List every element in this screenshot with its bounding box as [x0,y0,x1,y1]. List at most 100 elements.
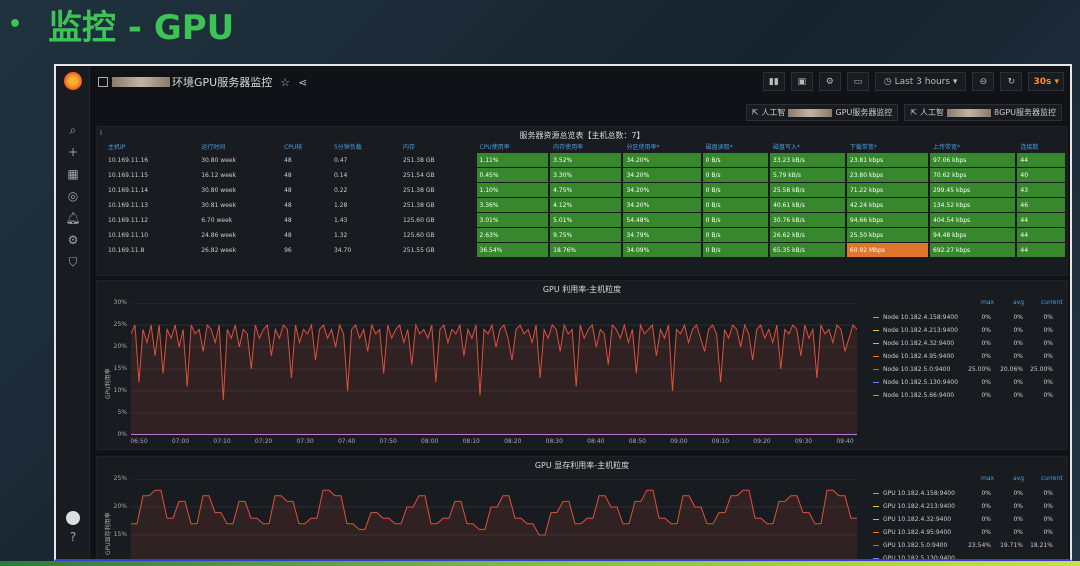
column-header[interactable]: 下载带宽* [849,144,877,151]
legend-value-max: 0% [981,490,991,497]
legend-item[interactable]: Node 10.182.5.0:9400 [873,363,950,375]
legend-value-current: 0% [1043,353,1053,360]
time-picker-button[interactable]: ◷ Last 3 hours ▾ [874,72,967,91]
table-cell: 10.169.11.14 [108,186,149,194]
table-cell: 94.48 kbps [930,228,1016,242]
legend-header-avg[interactable]: avg [1013,299,1025,306]
plus-icon[interactable]: + [67,145,79,159]
gpu-util-legend: max avg current Node 10.182.4.158:9400 0% 0% 0… [873,299,1063,409]
monitor-icon: ▭ [853,76,863,87]
series-line[interactable] [131,323,857,400]
legend-item[interactable]: Node 10.182.5.66:9400 [873,389,954,401]
shield-icon[interactable]: ⛉ [68,255,78,269]
column-header[interactable]: 运行时间 [201,144,226,151]
table-cell: 44 [1017,228,1065,242]
table-row: 10.169.11.8 26.82 week 96 34.70 251.55 GB 36.… [105,243,1065,257]
legend-header-avg[interactable]: avg [1013,475,1025,482]
legend-item[interactable]: Node 10.182.4.158:9400 [873,311,958,323]
legend-header-max[interactable]: max [981,299,995,306]
column-header[interactable]: 内存使用率 [553,144,584,151]
table-row: 10.169.11.10 24.86 week 48 1.32 125.60 GB 2.6… [105,228,1065,242]
legend-header-max[interactable]: max [981,475,995,482]
legend-item[interactable]: GPU 10.182.4.32:9400 [873,513,951,525]
zoom-out-button[interactable]: ⊖ [972,72,995,91]
legend-item[interactable]: Node 10.182.4.213:9400 [873,324,958,336]
column-header[interactable]: 分区使用率* [626,144,660,151]
column-header[interactable]: CPU使用率 [479,144,510,151]
refresh-interval-button[interactable]: 30s ▾ [1028,72,1064,91]
add-panel-button[interactable]: ▮▮ [762,72,785,91]
legend-series-name: Node 10.182.4.95:9400 [883,352,955,360]
grafana-logo-icon[interactable] [64,72,82,90]
legend-swatch [873,394,879,396]
legend-header-current[interactable]: current [1041,475,1063,482]
time-range-label: Last 3 hours [894,76,951,87]
slide-bullet: • [8,11,23,37]
table-cell: 34.09% [623,243,701,257]
column-header[interactable]: 5分钟负载 [333,144,362,151]
help-icon[interactable]: ? [69,530,77,544]
table-cell: 10.169.11.16 [108,156,149,164]
info-icon[interactable]: i [100,129,102,137]
legend-value-max: 0% [981,529,991,536]
star-icon[interactable]: ☆ [280,75,291,89]
table-cell: 0 B/s [702,198,768,212]
avatar[interactable] [66,511,80,525]
series-line[interactable] [131,489,857,536]
table-cell: 10.169.11.13 [108,201,149,209]
table-cell: 65.35 kB/s [770,243,845,257]
dashboard-link-1[interactable]: ⇱ 人工智 GPU服务器监控 [745,104,899,121]
refresh-button[interactable]: ↻ [1000,72,1023,91]
column-header[interactable]: CPU核 [284,144,303,151]
legend-series-name: GPU 10.182.5.0:9400 [883,541,948,549]
table-cell: 48 [284,171,292,179]
table-cell: 125.60 GB [402,216,435,224]
table-cell: 24.86 week [201,231,237,239]
share-icon[interactable]: ⋖ [298,75,308,89]
table-cell: 33.23 kB/s [770,153,845,167]
column-header[interactable]: 主机IP [108,144,126,151]
dashboard-link-2[interactable]: ⇱ 人工智 8GPU服务器监控 [904,104,1062,121]
table-cell: 48 [284,201,292,209]
column-header[interactable]: 磁盘写入* [773,144,801,151]
settings-button[interactable]: ⚙ [818,72,841,91]
chevron-down-icon: ▾ [950,76,958,87]
table-cell: 0.47 [333,156,348,164]
table-row: 10.169.11.14 30.80 week 48 0.22 251.38 GB 1.1… [105,183,1065,197]
legend-value-max: 0% [981,353,991,360]
server-table-panel: i 服务器资源总览表【主机总数：7】 主机IP 运行时间 CPU核 5分钟负载 内存 CP… [96,126,1068,276]
legend-value-avg: 0% [1013,503,1023,510]
table-cell: 48 [284,186,292,194]
table-cell: 23.80 kbps [846,168,929,182]
column-header[interactable]: 磁盘读取* [705,144,733,151]
column-header[interactable]: 连接数 [1020,144,1039,151]
legend-item[interactable]: Node 10.182.4.95:9400 [873,350,954,362]
legend-item[interactable]: GPU 10.182.5.130:9400 [873,552,955,559]
legend-item[interactable]: GPU 10.182.4.95:9400 [873,526,951,538]
save-button[interactable]: ▣ [790,72,813,91]
explore-compass-icon[interactable]: ◎ [67,189,79,203]
dashboards-icon[interactable]: ▦ [67,167,79,181]
legend-item[interactable]: GPU 10.182.4.213:9400 [873,500,955,512]
legend-item[interactable]: GPU 10.182.5.0:9400 [873,539,947,551]
gear-icon[interactable]: ⚙ [67,233,79,247]
legend-item[interactable]: Node 10.182.4.32:9400 [873,337,954,349]
gpu-mem-chart[interactable] [131,479,857,561]
table-cell: 30.81 week [201,201,237,209]
legend-header-current[interactable]: current [1041,299,1063,306]
column-header[interactable]: 内存 [402,144,415,151]
y-tick-label: 20% [113,503,127,510]
tv-mode-button[interactable]: ▭ [846,72,869,91]
table-cell: 0.22 [333,186,348,194]
legend-item[interactable]: Node 10.182.5.130:9400 [873,376,958,388]
x-tick-label: 07:30 [296,438,314,445]
alerting-bell-icon[interactable]: 🔔︎ [65,211,81,225]
dashboard-title[interactable]: 环境GPU服务器监控 [172,76,273,89]
table-cell: 251.38 GB [402,186,435,194]
link-prefix: 人工智 [761,108,786,117]
search-icon[interactable]: ⌕ [69,123,77,137]
legend-item[interactable]: GPU 10.182.4.158:9400 [873,487,955,499]
column-header[interactable]: 上传带宽* [933,144,961,151]
gpu-util-chart[interactable] [131,303,857,435]
x-tick-label: 09:20 [753,438,771,445]
